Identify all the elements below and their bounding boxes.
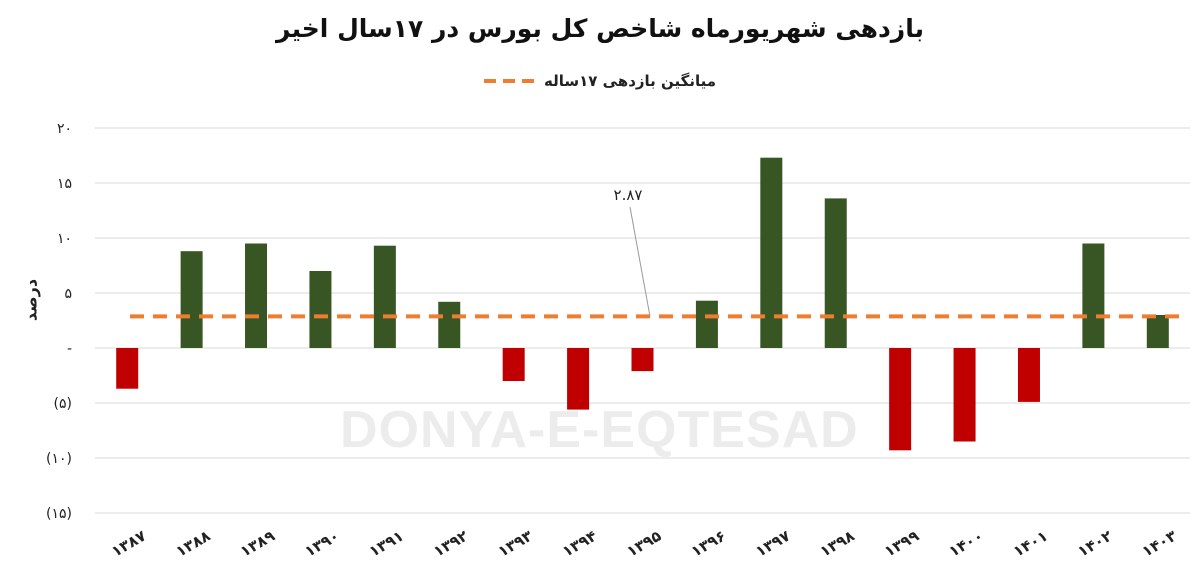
x-tick-label: ۱۳۹۰ (302, 527, 343, 561)
x-tick-label: ۱۳۹۷ (752, 527, 793, 561)
bar-17 (1146, 315, 1169, 348)
x-tick-label: ۱۳۸۸ (173, 527, 214, 561)
y-tick-label: (۱۵) (46, 506, 72, 522)
bar-1 (116, 348, 139, 389)
bar-5 (373, 245, 396, 348)
watermark: DONYA-E-EQTESAD (340, 401, 859, 459)
x-tick-label: ۱۳۹۱ (366, 527, 407, 561)
bar-4 (309, 271, 332, 348)
legend: میانگین بازدهی ۱۷ساله (0, 72, 1200, 90)
chart-title: بازدهی شهریورماه شاخص کل بورس در ۱۷سال ا… (276, 14, 924, 43)
bar-6 (438, 301, 461, 348)
y-tick-label: (۵) (54, 396, 72, 412)
legend-label-average: میانگین بازدهی ۱۷ساله (543, 72, 717, 90)
average-line-group: ۲.۸۷ (130, 186, 1180, 319)
x-tick-label: ۱۳۹۲ (430, 527, 471, 561)
average-value-label: ۲.۸۷ (614, 186, 643, 204)
bar-14 (953, 348, 976, 442)
x-tick-label: ۱۴۰۲ (1075, 527, 1116, 561)
x-tick-label: ۱۳۹۹ (881, 527, 922, 561)
bar-3 (245, 243, 268, 348)
y-tick-label: (۱۰) (46, 451, 72, 467)
x-tick-label: ۱۳۹۶ (688, 527, 729, 561)
y-tick-label: ۵ (64, 286, 72, 302)
bar-12 (824, 198, 847, 348)
bar-7 (502, 348, 525, 381)
y-tick-label: ۱۰ (57, 231, 72, 247)
bar-11 (760, 157, 783, 348)
bar-9 (631, 348, 654, 372)
x-tick-label: ۱۳۸۹ (237, 527, 278, 561)
x-tick-label: ۱۴۰۰ (946, 527, 987, 561)
bar-2 (180, 251, 203, 348)
legend-swatch-average (483, 79, 534, 83)
x-tick-label: ۱۳۸۷ (108, 527, 149, 561)
average-leader-line (629, 206, 651, 317)
x-tick-label: ۱۳۹۸ (817, 527, 858, 561)
y-tick-label: ۱۵ (57, 176, 72, 192)
x-tick-label: ۱۴۰۱ (1010, 527, 1051, 561)
x-tick-label: ۱۳۹۵ (624, 527, 665, 561)
x-tick-label: ۱۳۹۳ (495, 527, 536, 561)
y-tick-label: ۲۰ (57, 121, 72, 137)
bar-15 (1017, 348, 1040, 402)
bar-16 (1082, 243, 1105, 348)
bars (116, 157, 1169, 451)
bar-13 (889, 348, 912, 451)
bar-8 (567, 348, 590, 410)
bar-10 (695, 300, 718, 348)
gridlines (95, 127, 1190, 514)
x-tick-label: ۱۳۹۴ (559, 527, 600, 561)
y-tick-labels: ۲۰ ۱۵ ۱۰ ۵ - (۵) (۱۰) (۱۵) (46, 121, 72, 522)
y-tick-label: - (67, 341, 72, 357)
x-tick-labels: ۱۳۸۷ ۱۳۸۸ ۱۳۸۹ ۱۳۹۰ ۱۳۹۱ ۱۳۹۲ ۱۳۹۳ ۱۳۹۴ ۱۳۹۵ ۱۳۹۶… (108, 527, 1179, 561)
x-tick-label: ۱۴۰۳ (1139, 527, 1180, 561)
